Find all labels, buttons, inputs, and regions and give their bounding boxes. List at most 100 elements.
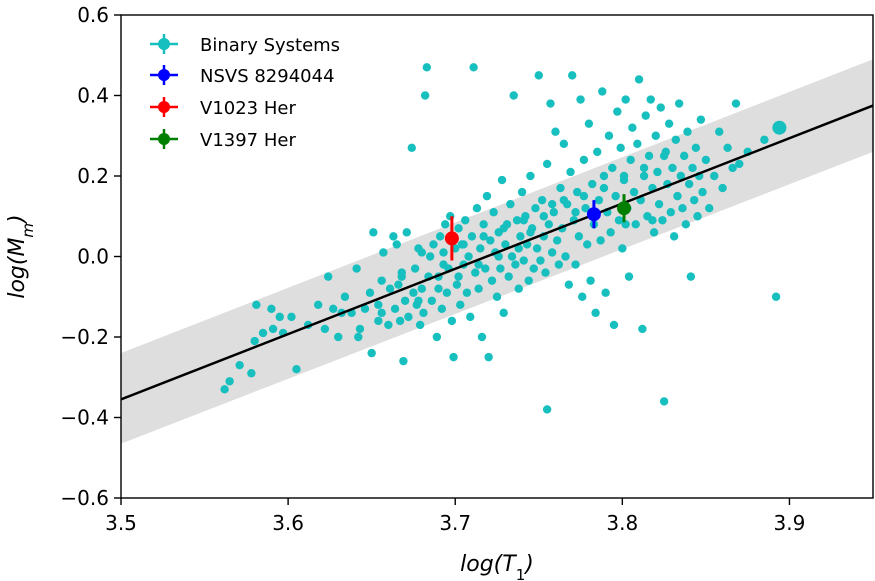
binary-system-point (723, 143, 732, 153)
binary-system-point (504, 272, 513, 281)
binary-system-point (731, 99, 741, 108)
binary-system-point (664, 119, 674, 128)
binary-system-point (235, 360, 244, 370)
binary-system-point (649, 228, 659, 237)
binary-system-point (477, 332, 487, 342)
binary-system-point (487, 276, 497, 285)
binary-system-point (584, 119, 594, 128)
binary-system-point (442, 288, 452, 297)
binary-system-point (626, 155, 635, 165)
system-nsvs-8294044 (586, 200, 601, 229)
binary-system-point (681, 220, 691, 229)
binary-system-point (588, 179, 597, 189)
binary-system-point (529, 264, 538, 273)
binary-system-point (399, 356, 408, 366)
legend-label-binary-systems: Binary Systems (200, 35, 340, 56)
y-tick-label: 0.4 (77, 84, 109, 108)
legend-marker-v1397 (158, 133, 170, 145)
binary-system-point (674, 99, 684, 108)
x-axis-ticks: 3.5 3.6 3.7 3.8 3.9 (105, 498, 805, 535)
binary-system-point (414, 296, 423, 305)
legend-label-v1397: V1397 Her (200, 130, 296, 151)
binary-system-point (415, 320, 425, 330)
binary-system-point (618, 244, 627, 253)
binary-system-point (679, 151, 689, 161)
marker-v1397-her (617, 201, 632, 216)
binary-system-point (648, 216, 657, 225)
binary-system-point (429, 240, 438, 249)
binary-system-point (392, 240, 401, 249)
binary-system-point (439, 248, 448, 257)
binary-system-point (735, 159, 744, 169)
binary-system-point (462, 288, 472, 297)
binary-system-point (517, 187, 527, 197)
binary-system-point (481, 264, 490, 273)
binary-system-point (639, 163, 649, 173)
binary-system-point (479, 220, 488, 229)
binary-system-point (606, 228, 615, 237)
legend-entry-nsvs: NSVS 8294044 (150, 65, 335, 87)
binary-system-point (534, 71, 543, 80)
binary-system-point (693, 212, 702, 221)
binary-system-point (456, 300, 465, 309)
binary-system-point (586, 276, 595, 285)
binary-system-point (531, 204, 540, 213)
binary-system-point (566, 167, 575, 177)
binary-system-point (471, 268, 480, 277)
binary-system-point (691, 143, 701, 153)
binary-system-point (377, 276, 386, 285)
binary-system-point (710, 171, 719, 181)
binary-system-point (544, 220, 554, 229)
binary-system-point (474, 284, 483, 293)
binary-system-point (556, 183, 565, 193)
legend: Binary Systems NSVS 8294044 V1023 Her V1… (150, 34, 340, 151)
binary-system-point (447, 316, 457, 326)
binary-system-point (247, 369, 256, 378)
binary-system-point (268, 324, 278, 334)
binary-system-point (659, 397, 669, 406)
binary-system-point (509, 91, 518, 100)
binary-system-point (464, 252, 473, 261)
binary-system-point (676, 171, 686, 181)
binary-system-point (389, 232, 398, 241)
binary-system-point (454, 224, 463, 233)
binary-system-point (407, 143, 416, 153)
binary-system-point (579, 155, 589, 165)
binary-system-point (689, 195, 699, 205)
binary-system-point (598, 87, 607, 96)
binary-system-point (549, 208, 559, 217)
binary-system-point (705, 204, 714, 213)
binary-system-point (476, 244, 485, 253)
binary-system-point (355, 324, 365, 334)
binary-system-point (701, 155, 711, 165)
binary-system-point (474, 260, 483, 269)
y-tick-label: 0.2 (77, 164, 109, 188)
binary-system-point (760, 135, 769, 144)
binary-system-point (452, 280, 462, 289)
binary-system-point (633, 139, 642, 148)
binary-system-point (466, 312, 475, 322)
binary-system-point (658, 216, 667, 225)
binary-system-point (400, 296, 410, 305)
binary-system-point (320, 324, 330, 334)
binary-system-point (653, 167, 662, 177)
x-tick-label: 3.7 (439, 511, 471, 535)
binary-system-point (352, 264, 361, 273)
binary-system-point (397, 268, 406, 277)
binary-system-point (536, 256, 545, 265)
fit-line (120, 104, 874, 401)
binary-system-point (459, 240, 468, 249)
binary-system-point (616, 143, 625, 153)
binary-system-point-large (772, 120, 787, 135)
binary-system-point (656, 103, 665, 112)
binary-system-point (668, 163, 677, 173)
highlighted-systems (444, 194, 632, 261)
binary-system-point (644, 151, 654, 161)
binary-system-point (718, 183, 727, 193)
binary-system-point (275, 312, 284, 322)
y-tick-label: −0.4 (60, 406, 109, 430)
binary-system-point (365, 288, 375, 297)
binary-system-point (494, 252, 503, 261)
binary-system-point (519, 216, 528, 225)
